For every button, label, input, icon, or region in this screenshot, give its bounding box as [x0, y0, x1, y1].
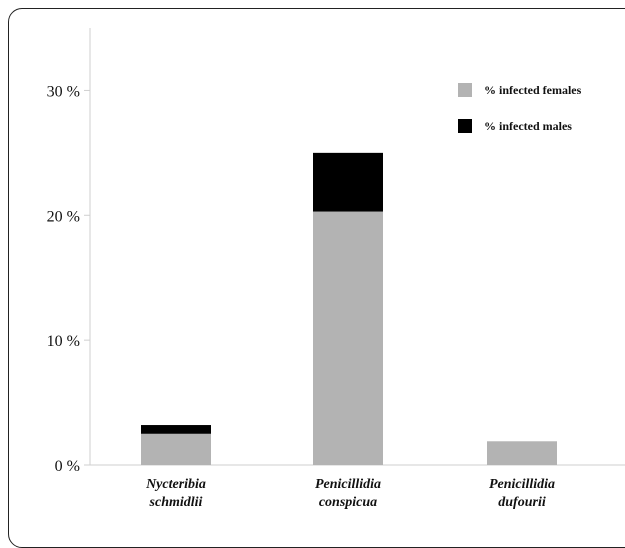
bar-segment	[313, 152, 383, 212]
legend-label: % infected males	[484, 119, 572, 133]
bar-segment	[141, 425, 211, 434]
y-tick-label: 10 %	[47, 333, 80, 350]
category-label: Penicillidia	[315, 477, 381, 492]
bar-chart: 0 % 10 % 20 % 30 % Nycteribia schmidlii Penic…	[47, 28, 625, 510]
y-axis-ticks: 0 % 10 % 20 % 30 %	[47, 83, 90, 475]
legend: % infected females % infected males	[458, 83, 582, 133]
category-label: conspicua	[319, 495, 377, 510]
category-label: Penicillidia	[489, 477, 555, 492]
category-label: schmidlii	[149, 495, 203, 510]
bars	[141, 152, 557, 465]
legend-swatch	[458, 119, 472, 133]
legend-label: % infected females	[484, 83, 582, 97]
category-label: Nycteribia	[145, 477, 206, 492]
bar-segment	[141, 433, 211, 465]
legend-swatch	[458, 83, 472, 97]
category-label: dufourii	[498, 495, 546, 510]
y-tick-label: 30 %	[47, 83, 80, 100]
y-tick-label: 0 %	[55, 458, 80, 475]
bar-segment	[313, 211, 383, 465]
bar-segment	[487, 441, 557, 465]
category-labels: Nycteribia schmidlii Penicillidia conspicua…	[145, 477, 555, 510]
y-tick-label: 20 %	[47, 208, 80, 225]
